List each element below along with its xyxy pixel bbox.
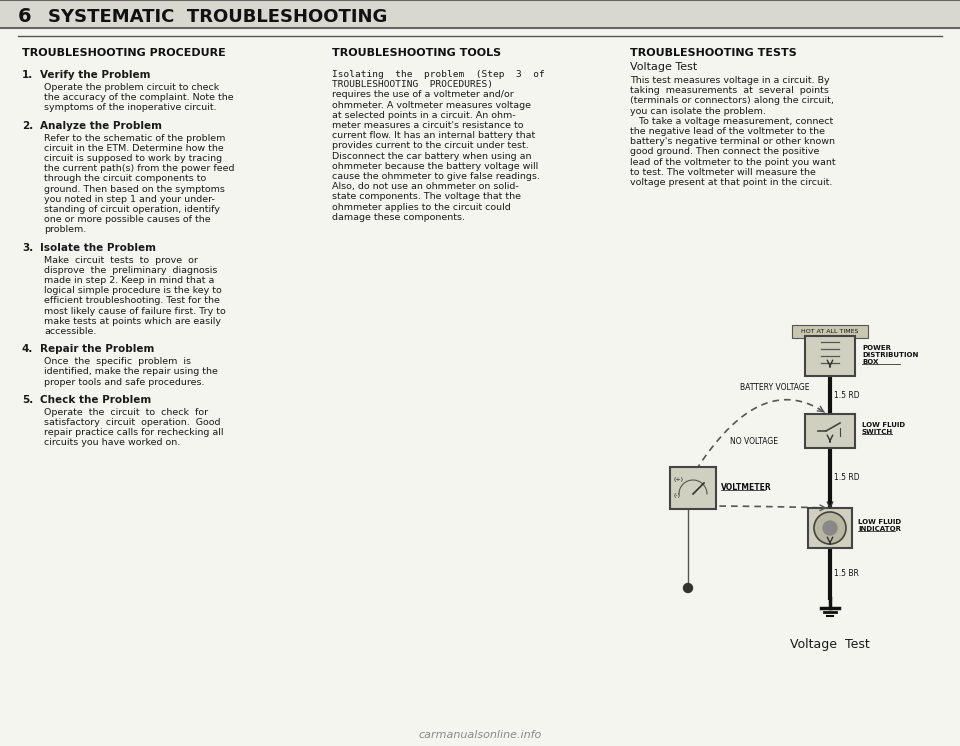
Text: LOW FLUID: LOW FLUID: [862, 422, 905, 428]
Text: Once  the  specific  problem  is: Once the specific problem is: [44, 357, 191, 366]
Text: TROUBLESHOOTING PROCEDURE: TROUBLESHOOTING PROCEDURE: [22, 48, 226, 58]
Text: 3.: 3.: [22, 242, 34, 253]
Text: DISTRIBUTION: DISTRIBUTION: [862, 352, 919, 358]
Text: ohmmeter. A voltmeter measures voltage: ohmmeter. A voltmeter measures voltage: [332, 101, 531, 110]
Text: Check the Problem: Check the Problem: [40, 395, 152, 405]
Text: problem.: problem.: [44, 225, 86, 234]
Bar: [808, 508, 852, 548]
Text: standing of circuit operation, identify: standing of circuit operation, identify: [44, 205, 220, 214]
Text: TROUBLESHOOTING TOOLS: TROUBLESHOOTING TOOLS: [332, 48, 501, 58]
Text: Refer to the schematic of the problem: Refer to the schematic of the problem: [44, 134, 226, 142]
Text: Verify the Problem: Verify the Problem: [40, 70, 151, 80]
Text: the accuracy of the complaint. Note the: the accuracy of the complaint. Note the: [44, 93, 233, 102]
Text: Disconnect the car battery when using an: Disconnect the car battery when using an: [332, 151, 532, 160]
Text: 1.5 RD: 1.5 RD: [834, 474, 859, 483]
Text: the negative lead of the voltmeter to the: the negative lead of the voltmeter to th…: [630, 127, 825, 136]
Text: made in step 2. Keep in mind that a: made in step 2. Keep in mind that a: [44, 276, 214, 285]
Text: 1.5 RD: 1.5 RD: [834, 390, 859, 400]
Bar: [805, 336, 855, 376]
Text: Operate  the  circuit  to  check  for: Operate the circuit to check for: [44, 408, 208, 417]
Text: through the circuit components to: through the circuit components to: [44, 175, 206, 184]
Text: TROUBLESHOOTING TESTS: TROUBLESHOOTING TESTS: [630, 48, 797, 58]
Text: voltage present at that point in the circuit.: voltage present at that point in the cir…: [630, 178, 832, 187]
Text: to test. The voltmeter will measure the: to test. The voltmeter will measure the: [630, 168, 816, 177]
Text: This test measures voltage in a circuit. By: This test measures voltage in a circuit.…: [630, 76, 829, 85]
Text: Isolating  the  problem  (Step  3  of: Isolating the problem (Step 3 of: [332, 70, 544, 79]
Text: SWITCH: SWITCH: [862, 429, 893, 435]
Text: (terminals or connectors) along the circuit,: (terminals or connectors) along the circ…: [630, 96, 834, 105]
Text: HOT AT ALL TIMES: HOT AT ALL TIMES: [802, 329, 858, 334]
Text: battery's negative terminal or other known: battery's negative terminal or other kno…: [630, 137, 835, 146]
Text: taking  measurements  at  several  points: taking measurements at several points: [630, 87, 828, 95]
Text: requires the use of a voltmeter and/or: requires the use of a voltmeter and/or: [332, 90, 514, 99]
Text: meter measures a circuit's resistance to: meter measures a circuit's resistance to: [332, 121, 523, 130]
Text: BOX: BOX: [862, 359, 878, 365]
Text: identified, make the repair using the: identified, make the repair using the: [44, 367, 218, 377]
Text: TROUBLESHOOTING  PROCEDURES): TROUBLESHOOTING PROCEDURES): [332, 81, 493, 90]
Text: lead of the voltmeter to the point you want: lead of the voltmeter to the point you w…: [630, 157, 835, 166]
Circle shape: [823, 521, 837, 535]
Text: 2.: 2.: [22, 121, 34, 131]
Circle shape: [684, 583, 692, 592]
Text: BATTERY VOLTAGE: BATTERY VOLTAGE: [740, 383, 809, 392]
Text: INDICATOR: INDICATOR: [858, 526, 901, 532]
Text: circuits you have worked on.: circuits you have worked on.: [44, 439, 180, 448]
Text: To take a voltage measurement, connect: To take a voltage measurement, connect: [630, 117, 833, 126]
Text: one or more possible causes of the: one or more possible causes of the: [44, 215, 210, 225]
Text: make tests at points which are easily: make tests at points which are easily: [44, 317, 221, 326]
Text: repair practice calls for rechecking all: repair practice calls for rechecking all: [44, 428, 224, 437]
Text: ohmmeter applies to the circuit could: ohmmeter applies to the circuit could: [332, 203, 511, 212]
Text: circuit in the ETM. Determine how the: circuit in the ETM. Determine how the: [44, 144, 224, 153]
Text: Voltage  Test: Voltage Test: [790, 638, 870, 651]
Text: ground. Then based on the symptoms: ground. Then based on the symptoms: [44, 184, 225, 194]
Text: VOLTMETER: VOLTMETER: [721, 483, 772, 492]
Text: NO VOLTAGE: NO VOLTAGE: [730, 436, 778, 445]
Text: 5.: 5.: [22, 395, 34, 405]
Text: provides current to the circuit under test.: provides current to the circuit under te…: [332, 142, 529, 151]
Text: accessible.: accessible.: [44, 327, 96, 336]
Text: Isolate the Problem: Isolate the Problem: [40, 242, 156, 253]
Text: POWER: POWER: [862, 345, 891, 351]
Text: Repair the Problem: Repair the Problem: [40, 344, 155, 354]
Text: (-): (-): [674, 494, 681, 498]
Bar: [792, 325, 868, 338]
Text: current flow. It has an internal battery that: current flow. It has an internal battery…: [332, 131, 536, 140]
Text: Analyze the Problem: Analyze the Problem: [40, 121, 162, 131]
Text: Operate the problem circuit to check: Operate the problem circuit to check: [44, 83, 219, 92]
Text: ohmmeter because the battery voltage will: ohmmeter because the battery voltage wil…: [332, 162, 539, 171]
Text: state components. The voltage that the: state components. The voltage that the: [332, 192, 521, 201]
Text: SYSTEMATIC  TROUBLESHOOTING: SYSTEMATIC TROUBLESHOOTING: [48, 8, 388, 26]
Bar: [0, 0, 960, 28]
Text: you noted in step 1 and your under-: you noted in step 1 and your under-: [44, 195, 215, 204]
Bar: [670, 467, 716, 509]
Text: symptoms of the inoperative circuit.: symptoms of the inoperative circuit.: [44, 104, 217, 113]
Text: carmanualsonline.info: carmanualsonline.info: [419, 730, 541, 740]
Bar: [805, 414, 855, 448]
Text: (+): (+): [674, 477, 684, 483]
Text: good ground. Then connect the positive: good ground. Then connect the positive: [630, 148, 820, 157]
Text: proper tools and safe procedures.: proper tools and safe procedures.: [44, 377, 204, 386]
Text: Also, do not use an ohmmeter on solid-: Also, do not use an ohmmeter on solid-: [332, 182, 518, 191]
Text: satisfactory  circuit  operation.  Good: satisfactory circuit operation. Good: [44, 418, 221, 427]
Text: 4.: 4.: [22, 344, 34, 354]
Text: circuit is supposed to work by tracing: circuit is supposed to work by tracing: [44, 154, 222, 163]
Text: 6: 6: [18, 7, 32, 27]
Text: logical simple procedure is the key to: logical simple procedure is the key to: [44, 286, 222, 295]
Circle shape: [814, 512, 846, 544]
Text: 1.: 1.: [22, 70, 34, 80]
Text: damage these components.: damage these components.: [332, 213, 465, 222]
Text: at selected points in a circuit. An ohm-: at selected points in a circuit. An ohm-: [332, 111, 516, 120]
Text: cause the ohmmeter to give false readings.: cause the ohmmeter to give false reading…: [332, 172, 540, 181]
Text: you can isolate the problem.: you can isolate the problem.: [630, 107, 766, 116]
Text: the current path(s) from the power feed: the current path(s) from the power feed: [44, 164, 234, 173]
Text: most likely cause of failure first. Try to: most likely cause of failure first. Try …: [44, 307, 226, 316]
Text: disprove  the  preliminary  diagnosis: disprove the preliminary diagnosis: [44, 266, 217, 275]
Text: Make  circuit  tests  to  prove  or: Make circuit tests to prove or: [44, 256, 198, 265]
Text: 1.5 BR: 1.5 BR: [834, 568, 859, 577]
Text: Voltage Test: Voltage Test: [630, 62, 697, 72]
Text: LOW FLUID: LOW FLUID: [858, 519, 901, 525]
Text: efficient troubleshooting. Test for the: efficient troubleshooting. Test for the: [44, 296, 220, 305]
